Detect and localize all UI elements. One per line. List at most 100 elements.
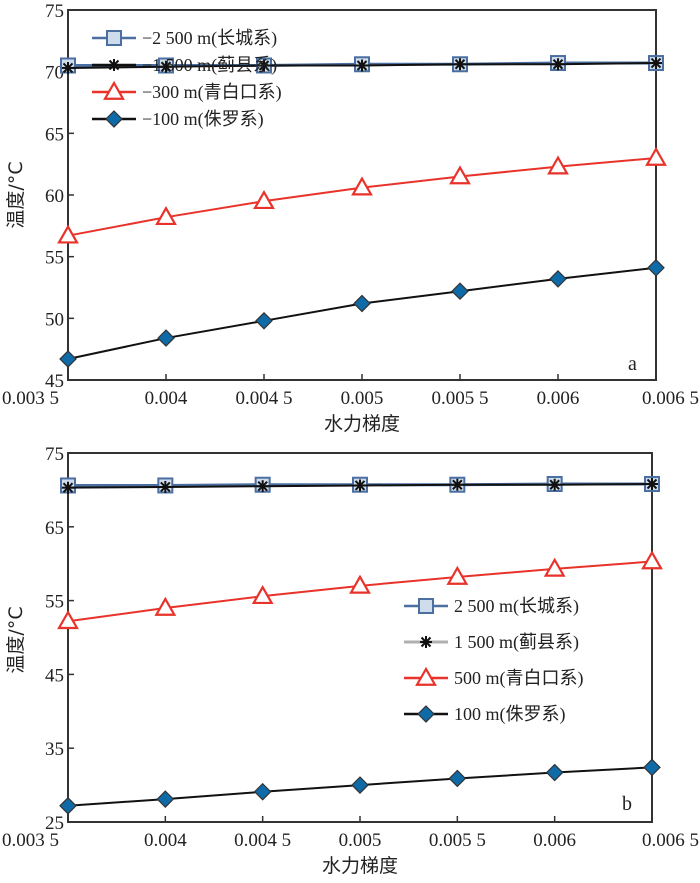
asterisk-stroke <box>160 481 171 493</box>
legend-item: −1 500 m(蓟县系) <box>92 55 277 76</box>
x-tick-label: 0.006 5 <box>642 388 699 409</box>
asterisk-marker <box>646 477 658 490</box>
diamond-marker <box>351 776 369 794</box>
legend: 2 500 m(长城系) 1 500 m(蓟县系) 500 m(青白口系) 100 m… <box>404 596 584 725</box>
asterisk-stroke <box>552 59 564 70</box>
series-diamond <box>59 258 665 368</box>
chart-panel-b: 25 35 45 55 65 75 0.003 5 0.004 0.004 5 0.005 0.00… <box>2 444 699 877</box>
y-tick-label: 65 <box>45 124 64 145</box>
x-tick-label: 0.004 <box>144 830 187 851</box>
x-tick-label: 0.004 5 <box>234 830 291 851</box>
legend-item: −300 m(青白口系) <box>92 80 282 103</box>
triangle-marker <box>155 205 177 226</box>
x-tick-label: 0.006 <box>537 388 580 409</box>
x-tick-label: 0.005 <box>339 830 382 851</box>
legend-label: 2 500 m(长城系) <box>454 596 579 617</box>
x-tick-label: 0.003 5 <box>2 830 59 851</box>
asterisk-stroke <box>420 636 432 648</box>
diamond-marker <box>59 796 77 815</box>
diamond-marker <box>253 782 272 801</box>
legend-item: 100 m(侏罗系) <box>404 704 566 725</box>
triangle-marker <box>543 557 566 577</box>
legend-label: −100 m(侏罗系) <box>142 109 264 130</box>
x-tick-label: 0.005 <box>341 388 384 409</box>
legend-label: −2 500 m(长城系) <box>142 28 277 49</box>
asterisk-stroke <box>454 59 466 70</box>
y-tick-label: 50 <box>45 309 64 330</box>
legend-item: 2 500 m(长城系) <box>404 596 579 617</box>
asterisk-marker <box>356 59 368 72</box>
diamond-marker <box>451 282 469 301</box>
asterisk-stroke <box>356 60 368 71</box>
asterisk-marker <box>451 478 464 491</box>
triangle-marker <box>449 165 471 185</box>
diamond-marker <box>417 705 435 723</box>
y-tick-label: 25 <box>45 813 64 834</box>
diamond-marker <box>255 311 273 330</box>
diamond-marker <box>157 329 175 347</box>
series-diamond <box>59 758 661 815</box>
diamond-marker <box>545 763 564 782</box>
diamond-marker <box>59 350 77 368</box>
x-tick-label: 0.006 <box>533 830 576 851</box>
y-axis-label: 温度/°C <box>5 606 27 673</box>
y-tick-label: 60 <box>45 186 64 207</box>
series-triangle <box>57 550 663 630</box>
asterisk-marker <box>160 60 172 73</box>
y-tick-label: 65 <box>45 518 64 539</box>
square-marker <box>418 598 434 614</box>
asterisk-stroke <box>62 62 74 74</box>
x-tick-label: 0.003 5 <box>2 388 59 409</box>
square-marker <box>106 30 122 46</box>
asterisk-stroke <box>257 481 268 492</box>
triangle-marker <box>103 80 125 100</box>
panel-label: b <box>622 793 632 815</box>
diamond-marker <box>105 110 123 128</box>
asterisk-stroke <box>646 478 658 490</box>
triangle-marker <box>351 176 373 196</box>
legend: −2 500 m(长城系) −1 500 m(蓟县系) −300 m(青白口系) −1… <box>92 28 282 130</box>
diamond-marker <box>549 270 567 288</box>
panel-label: a <box>628 353 637 375</box>
legend-label: 1 500 m(蓟县系) <box>454 632 579 653</box>
triangle-marker <box>415 666 437 686</box>
series-triangle <box>57 146 667 244</box>
asterisk-stroke <box>650 57 662 69</box>
triangle-marker <box>645 146 667 166</box>
y-tick-label: 35 <box>45 739 64 760</box>
asterisk-marker <box>552 58 564 71</box>
asterisk-marker <box>108 59 120 71</box>
legend-item: 1 500 m(蓟县系) <box>404 632 579 653</box>
triangle-marker <box>57 610 79 630</box>
y-tick-label: 75 <box>45 444 64 465</box>
asterisk-stroke <box>549 479 560 490</box>
triangle-marker <box>251 584 274 605</box>
diamond-marker <box>353 294 371 313</box>
y-tick-label: 55 <box>45 592 64 613</box>
triangle-marker <box>547 155 569 175</box>
legend-item: −2 500 m(长城系) <box>92 28 277 49</box>
legend-item: −100 m(侏罗系) <box>92 109 264 130</box>
legend-label: −1 500 m(蓟县系) <box>142 55 277 76</box>
x-tick-label: 0.004 <box>145 388 188 409</box>
y-axis-label: 温度/°C <box>5 161 27 228</box>
chart-panel-a: 45 50 55 60 65 70 75 0.003 5 0.004 0.004 5 0.005 0.… <box>2 1 699 435</box>
asterisk-stroke <box>452 479 463 490</box>
asterisk-stroke <box>354 480 366 491</box>
x-tick-label: 0.005 5 <box>432 388 489 409</box>
triangle-marker <box>253 189 275 210</box>
triangle-marker <box>641 550 663 570</box>
diamond-marker <box>156 790 175 808</box>
x-axis-label: 水力梯度 <box>322 855 398 877</box>
y-tick-label: 45 <box>45 665 64 686</box>
legend-label: 500 m(青白口系) <box>454 668 584 689</box>
asterisk-marker <box>420 636 432 648</box>
y-tick-label: 75 <box>45 1 64 22</box>
y-tick-label: 55 <box>45 248 64 269</box>
series-asterisk <box>62 477 658 494</box>
series-line <box>67 266 657 361</box>
asterisk-marker <box>258 59 270 72</box>
x-tick-label: 0.006 5 <box>642 830 699 851</box>
diamond-marker <box>647 258 665 277</box>
triangle-marker <box>154 596 177 616</box>
